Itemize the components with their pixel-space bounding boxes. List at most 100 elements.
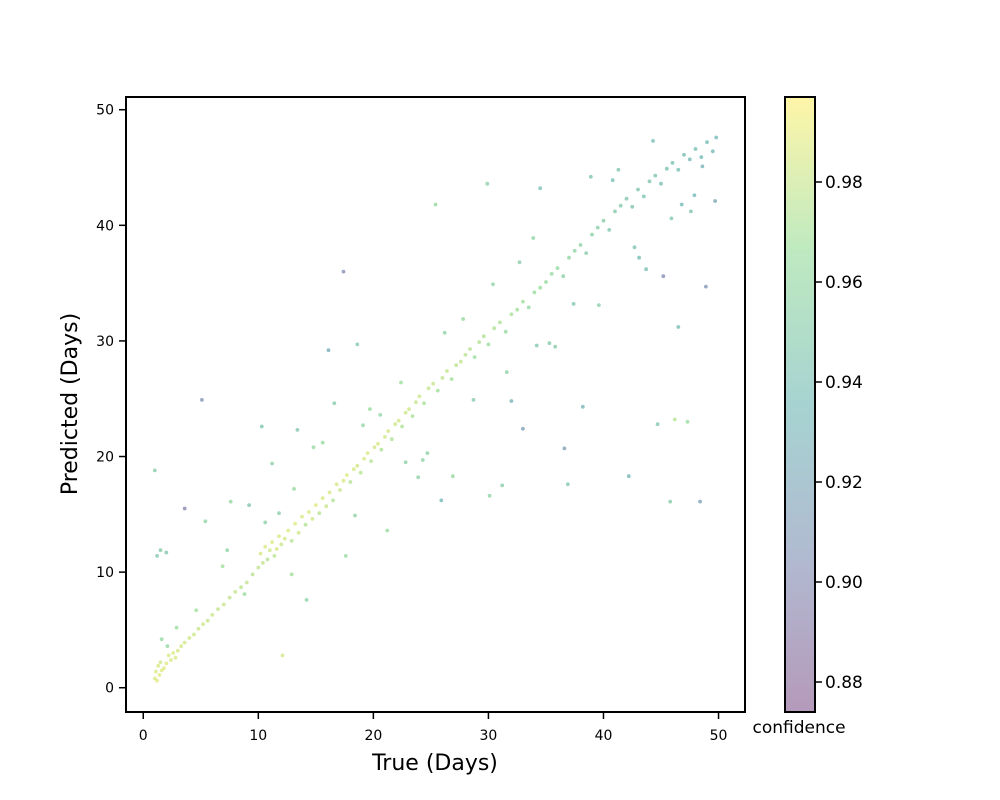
data-point	[289, 539, 294, 543]
x-tick-label: 30	[480, 728, 498, 744]
data-point	[155, 678, 160, 683]
data-point	[521, 426, 525, 431]
data-point	[233, 589, 238, 594]
data-point	[372, 445, 377, 450]
data-point	[454, 363, 459, 368]
data-point	[669, 216, 674, 221]
x-tick-label: 20	[364, 728, 382, 744]
data-point	[159, 668, 164, 673]
data-point	[571, 302, 576, 306]
data-point	[324, 504, 329, 509]
data-point	[637, 255, 641, 260]
data-point	[416, 475, 421, 480]
data-point	[282, 536, 287, 541]
x-axis-ticks: 0 10 20 30 40 50	[139, 712, 727, 744]
data-point	[517, 260, 522, 265]
data-point	[313, 503, 318, 507]
data-point	[280, 653, 285, 658]
data-point	[417, 394, 422, 399]
data-point	[632, 245, 637, 250]
data-point	[265, 557, 270, 562]
y-axis-ticks: 0 10 20 30 40 50	[96, 103, 126, 697]
data-point	[334, 482, 339, 487]
data-point	[672, 417, 677, 422]
data-point	[597, 303, 601, 307]
data-point	[547, 341, 552, 346]
data-point	[698, 499, 702, 504]
data-point	[175, 648, 180, 653]
data-point	[289, 572, 294, 577]
data-point	[332, 401, 337, 406]
data-point	[343, 554, 348, 558]
x-tick-label: 10	[249, 728, 267, 744]
data-point	[320, 440, 325, 445]
data-point	[580, 404, 585, 409]
colorbar-ticks: 0.88 0.90 0.92 0.94 0.96 0.98	[815, 173, 863, 693]
data-point	[509, 399, 514, 403]
data-point	[179, 644, 184, 648]
data-point	[331, 498, 335, 503]
data-point	[220, 564, 225, 569]
data-point	[152, 468, 157, 473]
scatter-points	[152, 135, 719, 683]
data-point	[194, 608, 199, 613]
data-point	[152, 676, 157, 681]
data-point	[509, 312, 514, 317]
data-point	[624, 196, 629, 201]
data-point	[166, 653, 171, 658]
data-point	[292, 487, 296, 491]
data-point	[601, 218, 606, 223]
data-point	[379, 447, 384, 452]
data-point	[682, 152, 686, 157]
data-point	[618, 203, 623, 208]
data-point	[270, 461, 274, 466]
data-point	[386, 429, 391, 433]
data-point	[182, 506, 187, 511]
data-point	[361, 423, 365, 428]
plot-area: 0 10 20 30 40 50 0 10 20 30 40 50 True (Days) Pred…	[58, 96, 746, 776]
data-point	[263, 520, 268, 525]
data-point	[692, 193, 697, 198]
data-point	[174, 625, 179, 630]
data-point	[295, 428, 300, 432]
data-point	[492, 326, 497, 331]
data-point	[653, 173, 658, 178]
data-point	[348, 480, 353, 484]
data-point	[173, 655, 178, 660]
data-point	[433, 202, 438, 207]
data-point	[187, 636, 192, 640]
data-point	[442, 330, 447, 335]
data-point	[561, 274, 566, 279]
data-point	[449, 377, 454, 381]
data-point	[610, 178, 615, 183]
data-point	[713, 199, 717, 203]
data-point	[389, 437, 394, 442]
colorbar-tick-label: 0.98	[825, 173, 863, 193]
data-point	[158, 548, 163, 553]
data-point	[532, 290, 537, 295]
data-point	[277, 534, 281, 539]
data-point	[651, 139, 655, 143]
data-point	[338, 488, 342, 492]
colorbar: 0.88 0.90 0.92 0.94 0.96 0.98 confidence	[752, 96, 863, 738]
y-tick-label: 30	[96, 334, 114, 350]
data-point	[584, 251, 589, 256]
data-point	[572, 248, 577, 253]
data-point	[353, 513, 357, 518]
data-point	[565, 482, 570, 487]
data-point	[595, 225, 600, 230]
data-point	[590, 232, 594, 237]
data-point	[526, 305, 531, 310]
data-point	[562, 446, 567, 451]
plot-background	[126, 97, 745, 712]
data-point	[171, 651, 176, 655]
data-point	[468, 347, 472, 351]
data-point	[258, 551, 263, 556]
colorbar-tick-label: 0.96	[825, 273, 863, 293]
data-point	[341, 269, 346, 274]
data-point	[385, 528, 390, 533]
data-point	[205, 618, 210, 623]
data-point	[410, 414, 415, 418]
data-point	[345, 473, 349, 477]
